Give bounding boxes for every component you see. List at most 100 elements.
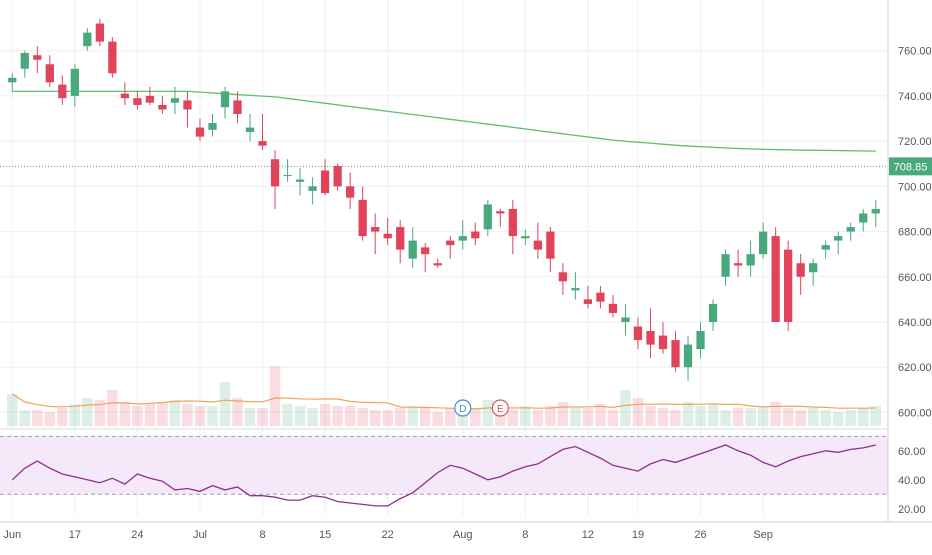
volume-bar xyxy=(394,408,406,426)
volume-bar xyxy=(795,410,806,426)
event-marker-e[interactable]: E xyxy=(491,399,509,417)
candle-body xyxy=(346,186,355,198)
volume-bar xyxy=(820,410,831,426)
volume-bar xyxy=(607,410,619,426)
price-tick-label: 760.00 xyxy=(898,46,932,58)
candle-body xyxy=(283,175,292,177)
moving-average-line xyxy=(12,90,876,152)
volume-bar xyxy=(695,406,706,426)
volume-bar xyxy=(144,404,156,426)
volume-bar xyxy=(119,402,131,426)
moving-average xyxy=(12,90,876,152)
candle-body xyxy=(396,227,405,250)
candle-body xyxy=(784,249,793,322)
candle-body xyxy=(771,236,780,322)
event-marker-circle xyxy=(491,399,509,417)
volume-bar xyxy=(7,394,18,426)
event-marker-letter: E xyxy=(497,404,504,415)
time-tick-label: 8 xyxy=(522,529,528,541)
candle-body xyxy=(133,98,142,105)
volume-bar xyxy=(357,408,368,426)
volume-bar xyxy=(82,398,93,426)
candle-body xyxy=(446,240,455,246)
candle-body xyxy=(621,317,630,322)
rsi-tick-label: 20.00 xyxy=(898,504,926,516)
volume-bar xyxy=(782,408,794,426)
candle-body xyxy=(145,95,155,103)
volume-bar xyxy=(344,406,356,426)
event-marker-circle xyxy=(454,399,472,417)
time-tick-label: 8 xyxy=(259,529,265,541)
volume-bar xyxy=(645,406,656,426)
price-tick-label: 680.00 xyxy=(898,227,932,239)
candle-body xyxy=(846,227,855,232)
candle-body xyxy=(809,263,818,273)
candle-body xyxy=(608,303,618,313)
candle-body xyxy=(358,199,367,237)
volume-bar xyxy=(532,410,544,426)
price-tick-label: 700.00 xyxy=(898,181,932,193)
candle-body xyxy=(220,91,230,108)
volume-bar xyxy=(832,412,844,426)
candle-body xyxy=(258,141,267,146)
candle-body xyxy=(195,127,205,137)
volume-bar xyxy=(332,406,343,426)
rsi-tick-label: 60.00 xyxy=(898,446,926,458)
candle-body xyxy=(546,231,555,259)
candle-body xyxy=(583,299,593,304)
volume-bar xyxy=(445,408,456,426)
volume-bar xyxy=(369,410,381,426)
candle-body xyxy=(58,84,67,99)
candle-body xyxy=(571,288,580,291)
candle-body xyxy=(708,303,718,322)
volume-bar xyxy=(582,408,594,426)
candle-body xyxy=(671,340,680,368)
candle-body xyxy=(696,331,705,350)
volume-bar xyxy=(94,400,106,426)
volume-bar xyxy=(382,410,393,426)
volume-bar xyxy=(107,390,118,426)
price-tick-label: 720.00 xyxy=(898,136,932,148)
volume-bar xyxy=(457,410,469,426)
time-tick-label: Aug xyxy=(453,529,473,541)
volume-bar xyxy=(282,404,293,426)
candle-body xyxy=(508,208,517,237)
candle-body xyxy=(208,123,217,130)
candle-body xyxy=(108,41,117,74)
time-tick-label: Sep xyxy=(753,529,773,541)
volume-bar xyxy=(807,408,819,426)
candle-body xyxy=(8,77,17,83)
price-tick-label: 600.00 xyxy=(898,407,932,419)
candle-body xyxy=(233,100,242,114)
volume-bar xyxy=(294,406,306,426)
price-tick-label: 660.00 xyxy=(898,272,932,284)
time-tick-label: 15 xyxy=(319,529,331,541)
volume-bar xyxy=(169,400,181,426)
volume-bar xyxy=(269,366,281,426)
candle-body xyxy=(20,52,29,69)
candles xyxy=(8,19,880,381)
volume-bar xyxy=(69,404,81,426)
volume-bar xyxy=(32,410,43,426)
volume-bar xyxy=(432,412,443,426)
volume-bar xyxy=(632,398,644,426)
candle-body xyxy=(120,93,130,99)
candle-body xyxy=(458,236,467,241)
volume-bar xyxy=(482,400,494,426)
volume-bar xyxy=(219,382,231,426)
candle-body xyxy=(70,68,79,96)
volume-bar xyxy=(557,402,569,426)
event-marker-d[interactable]: D xyxy=(454,399,472,417)
volume-bar xyxy=(757,406,769,426)
price-tick-label: 740.00 xyxy=(898,91,932,103)
candle-body xyxy=(33,55,42,60)
volume-bar xyxy=(407,406,418,426)
time-tick-label: 19 xyxy=(632,529,644,541)
candle-body xyxy=(483,204,492,230)
candle-body xyxy=(158,104,167,110)
candle-body xyxy=(834,236,843,241)
price-tick-label: 640.00 xyxy=(898,317,932,329)
